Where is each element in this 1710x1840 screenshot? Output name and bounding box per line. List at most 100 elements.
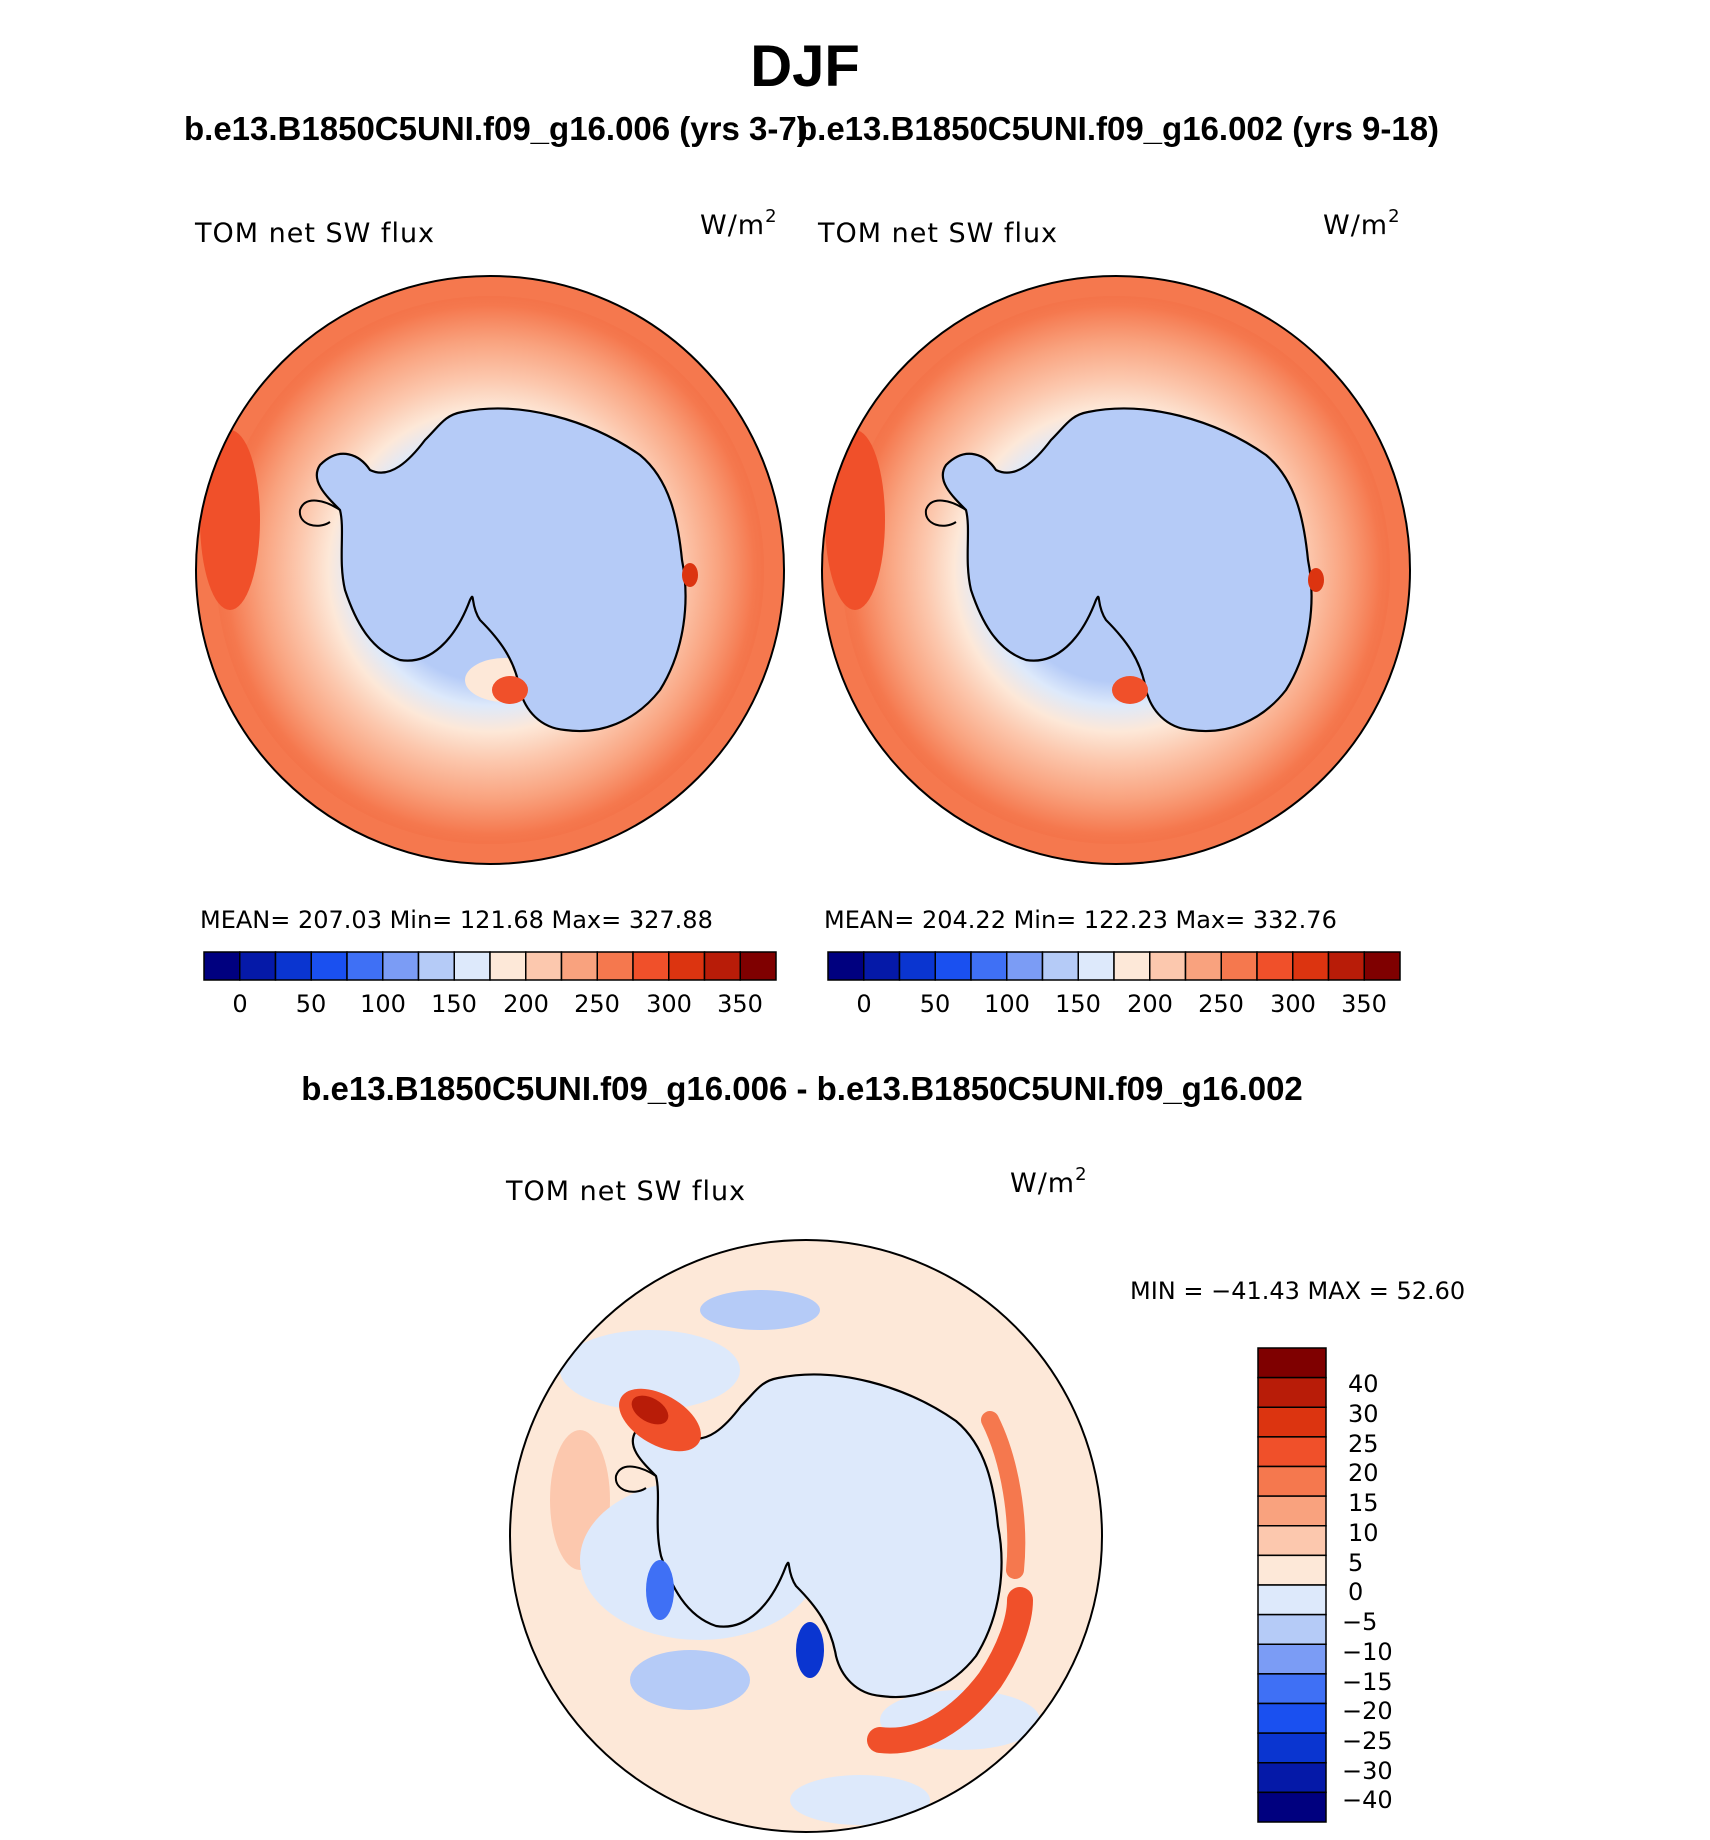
colorbar-swatch xyxy=(739,951,777,981)
panel-difference: TOM net SW flux W/m2 MIN = −41.43 MAX = … xyxy=(505,1164,1465,1833)
colorbar-swatch xyxy=(1113,951,1151,981)
colorbar-swatch xyxy=(1257,1791,1327,1823)
cbar-left-tick: 250 xyxy=(574,990,620,1018)
colorbar-swatch xyxy=(310,951,348,981)
colorbar-swatch xyxy=(1257,1613,1327,1645)
panel-left-colorbar-ticks: 0 50 100 150 200 250 300 350 xyxy=(232,990,763,1018)
right-case-header: b.e13.B1850C5UNI.f09_g16.002 (yrs 9-18) xyxy=(797,110,1439,147)
colorbar-swatch xyxy=(1149,951,1187,981)
cbar-diff-tick: −10 xyxy=(1342,1638,1393,1666)
difference-header: b.e13.B1850C5UNI.f09_g16.006 - b.e13.B18… xyxy=(301,1070,1303,1107)
cbar-right-tick: 100 xyxy=(984,990,1030,1018)
colorbar-swatch xyxy=(203,951,241,981)
cbar-diff-tick: 30 xyxy=(1348,1400,1379,1428)
panel-right-colorbar-ticks: 0 50 100 150 200 250 300 350 xyxy=(856,990,1387,1018)
colorbar-swatch xyxy=(1257,1643,1327,1675)
cbar-diff-tick: 5 xyxy=(1348,1549,1363,1577)
cbar-diff-tick: −40 xyxy=(1342,1786,1393,1814)
colorbar-swatch xyxy=(489,951,527,981)
colorbar-swatch xyxy=(1257,1406,1327,1438)
panel-diff-variable: TOM net SW flux xyxy=(505,1176,746,1207)
colorbar-swatch xyxy=(1257,1584,1327,1616)
cbar-right-tick: 50 xyxy=(920,990,951,1018)
colorbar-swatch xyxy=(1257,1347,1327,1379)
colorbar-swatch xyxy=(1257,1732,1327,1764)
cbar-right-tick: 300 xyxy=(1270,990,1316,1018)
panel-right-variable: TOM net SW flux xyxy=(817,218,1058,249)
colorbar-swatch xyxy=(1257,1465,1327,1497)
panel-right-colorbar xyxy=(827,951,1401,981)
panel-diff-colorbar-ticks: 40 30 25 20 15 10 5 0 −5 −10 −15 −20 −25… xyxy=(1342,1370,1393,1814)
panel-right-units: W/m2 xyxy=(1323,206,1401,241)
colorbar-swatch xyxy=(703,951,741,981)
left-case-header: b.e13.B1850C5UNI.f09_g16.006 (yrs 3-7) xyxy=(184,110,808,147)
colorbar-swatch xyxy=(417,951,455,981)
panel-right: TOM net SW flux W/m2 MEAN= 204.22 Min= 1… xyxy=(817,206,1411,1018)
cbar-left-tick: 0 xyxy=(232,990,247,1018)
colorbar-swatch xyxy=(1363,951,1401,981)
panel-left-variable: TOM net SW flux xyxy=(194,218,435,249)
colorbar-swatch xyxy=(1041,951,1079,981)
colorbar-swatch xyxy=(1327,951,1365,981)
colorbar-swatch xyxy=(239,951,277,981)
cbar-right-tick: 250 xyxy=(1198,990,1244,1018)
cbar-diff-tick: 0 xyxy=(1348,1578,1363,1606)
colorbar-swatch xyxy=(1220,951,1258,981)
cbar-diff-tick: −30 xyxy=(1342,1757,1393,1785)
cbar-left-tick: 150 xyxy=(431,990,477,1018)
colorbar-swatch xyxy=(382,951,420,981)
panel-left-map xyxy=(196,276,784,864)
colorbar-swatch xyxy=(1257,1762,1327,1794)
colorbar-swatch xyxy=(1184,951,1222,981)
cbar-right-tick: 150 xyxy=(1055,990,1101,1018)
panel-diff-colorbar xyxy=(1257,1347,1327,1823)
cbar-diff-tick: 25 xyxy=(1348,1430,1379,1458)
colorbar-swatch xyxy=(1257,1702,1327,1734)
cbar-diff-tick: 20 xyxy=(1348,1459,1379,1487)
cbar-left-tick: 100 xyxy=(360,990,406,1018)
cbar-diff-tick: −15 xyxy=(1342,1668,1393,1696)
cbar-left-tick: 350 xyxy=(717,990,763,1018)
panel-right-map xyxy=(822,276,1410,864)
colorbar-swatch xyxy=(346,951,384,981)
colorbar-swatch xyxy=(1257,1525,1327,1557)
cbar-diff-tick: −5 xyxy=(1342,1608,1377,1636)
colorbar-swatch xyxy=(934,951,972,981)
panel-diff-units: W/m2 xyxy=(1010,1164,1088,1199)
colorbar-swatch xyxy=(1077,951,1115,981)
colorbar-swatch xyxy=(453,951,491,981)
colorbar-swatch xyxy=(274,951,312,981)
colorbar-swatch xyxy=(898,951,936,981)
colorbar-swatch xyxy=(827,951,865,981)
colorbar-swatch xyxy=(970,951,1008,981)
colorbar-swatch xyxy=(1292,951,1330,981)
cbar-diff-tick: −25 xyxy=(1342,1727,1393,1755)
antarctica-coastline xyxy=(941,407,1313,733)
colorbar-swatch xyxy=(525,951,563,981)
cbar-right-tick: 0 xyxy=(856,990,871,1018)
colorbar-swatch xyxy=(1257,1495,1327,1527)
colorbar-swatch xyxy=(863,951,901,981)
panel-left-stats: MEAN= 207.03 Min= 121.68 Max= 327.88 xyxy=(200,906,713,934)
panel-diff-map xyxy=(510,1240,1102,1832)
colorbar-swatch xyxy=(1006,951,1044,981)
antarctica-coastline xyxy=(315,407,687,733)
cbar-diff-tick: −20 xyxy=(1342,1697,1393,1725)
panel-left: TOM net SW flux W/m2 MEAN= 207.03 Min= 1… xyxy=(194,206,785,1018)
colorbar-swatch xyxy=(668,951,706,981)
panel-left-units: W/m2 xyxy=(700,206,778,241)
colorbar-swatch xyxy=(560,951,598,981)
figure-title: DJF xyxy=(750,34,860,99)
colorbar-swatch xyxy=(1257,1554,1327,1586)
colorbar-swatch xyxy=(632,951,670,981)
colorbar-swatch xyxy=(1257,1673,1327,1705)
panel-diff-stats: MIN = −41.43 MAX = 52.60 xyxy=(1130,1277,1465,1305)
panel-left-colorbar xyxy=(203,951,777,981)
colorbar-swatch xyxy=(1257,1376,1327,1408)
colorbar-swatch xyxy=(1257,1436,1327,1468)
cbar-left-tick: 300 xyxy=(646,990,692,1018)
colorbar-swatch xyxy=(596,951,634,981)
panel-right-stats: MEAN= 204.22 Min= 122.23 Max= 332.76 xyxy=(824,906,1337,934)
cbar-right-tick: 200 xyxy=(1127,990,1173,1018)
